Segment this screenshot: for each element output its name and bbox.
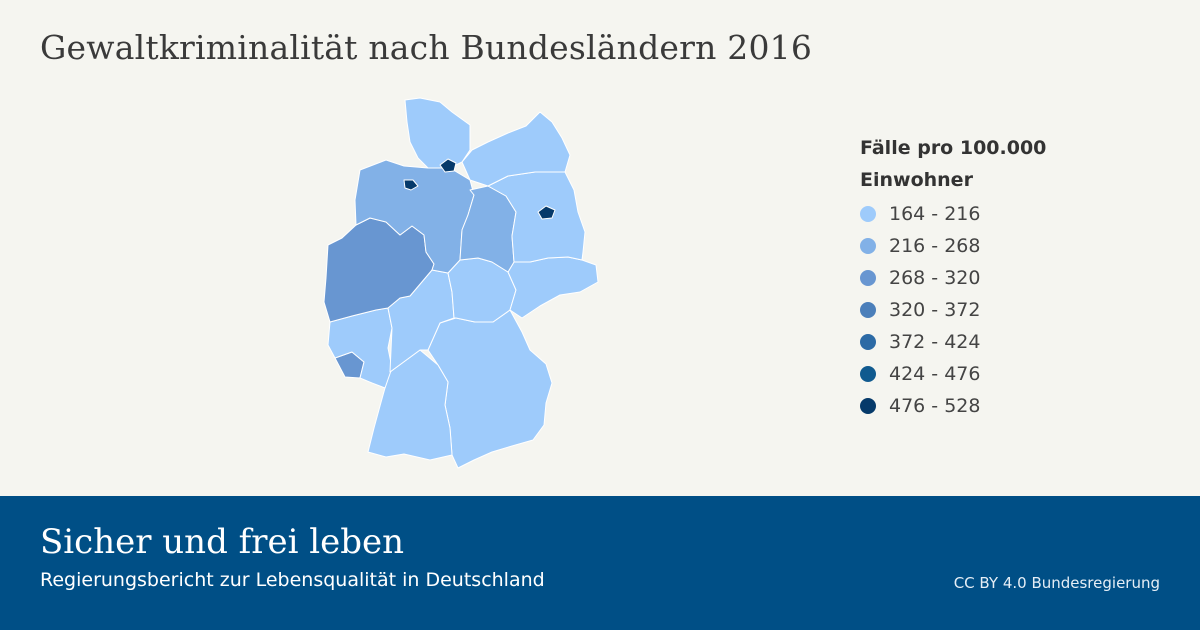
- legend-item: 320 - 372: [860, 294, 1100, 326]
- legend-item: 216 - 268: [860, 230, 1100, 262]
- legend-swatch-icon: [860, 366, 876, 382]
- legend-item: 164 - 216: [860, 198, 1100, 230]
- legend-label: 320 - 372: [889, 299, 981, 321]
- state-berlin[interactable]: [537, 205, 556, 220]
- footer-banner: Sicher und frei leben Regierungsbericht …: [0, 496, 1200, 630]
- footer-title: Sicher und frei leben: [40, 522, 405, 562]
- state-mecklenburg-vorpommern[interactable]: [461, 111, 571, 187]
- state-sachsen[interactable]: [507, 256, 599, 319]
- legend-list: 164 - 216 216 - 268 268 - 320 320 - 372 …: [860, 198, 1100, 422]
- legend-item: 424 - 476: [860, 358, 1100, 390]
- footer-subtitle: Regierungsbericht zur Lebensqualität in …: [40, 569, 545, 591]
- legend-swatch-icon: [860, 238, 876, 254]
- legend-label: 268 - 320: [889, 267, 981, 289]
- legend-item: 268 - 320: [860, 262, 1100, 294]
- germany-map: [320, 95, 605, 475]
- legend-title-line2: Einwohner: [860, 169, 973, 191]
- license-credit: CC BY 4.0 Bundesregierung: [953, 574, 1160, 592]
- legend-swatch-icon: [860, 398, 876, 414]
- legend-swatch-icon: [860, 206, 876, 222]
- legend-title-line1: Fälle pro 100.000: [860, 137, 1047, 159]
- state-schleswig-holstein[interactable]: [404, 97, 471, 169]
- chart-title: Gewaltkriminalität nach Bundesländern 20…: [40, 28, 813, 67]
- legend-item: 476 - 528: [860, 390, 1100, 422]
- map-svg: [323, 97, 599, 469]
- legend-item: 372 - 424: [860, 326, 1100, 358]
- legend-label: 424 - 476: [889, 363, 981, 385]
- state-hamburg[interactable]: [439, 158, 457, 173]
- legend: Fälle pro 100.000 Einwohner 164 - 216 21…: [860, 132, 1100, 422]
- legend-label: 372 - 424: [889, 331, 981, 353]
- legend-label: 476 - 528: [889, 395, 981, 417]
- state-bremen[interactable]: [403, 179, 419, 191]
- legend-label: 164 - 216: [889, 203, 981, 225]
- legend-swatch-icon: [860, 302, 876, 318]
- legend-swatch-icon: [860, 270, 876, 286]
- legend-label: 216 - 268: [889, 235, 981, 257]
- legend-swatch-icon: [860, 334, 876, 350]
